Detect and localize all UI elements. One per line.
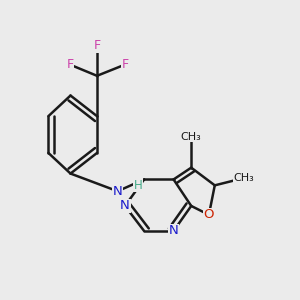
Text: H: H — [134, 179, 142, 192]
Text: CH₃: CH₃ — [234, 173, 255, 183]
Text: N: N — [169, 224, 178, 238]
Text: F: F — [93, 39, 100, 52]
Text: N: N — [120, 200, 130, 212]
Text: F: F — [122, 58, 128, 71]
Text: O: O — [204, 208, 214, 221]
Text: CH₃: CH₃ — [181, 132, 202, 142]
Text: F: F — [66, 58, 74, 71]
Text: N: N — [113, 185, 122, 198]
